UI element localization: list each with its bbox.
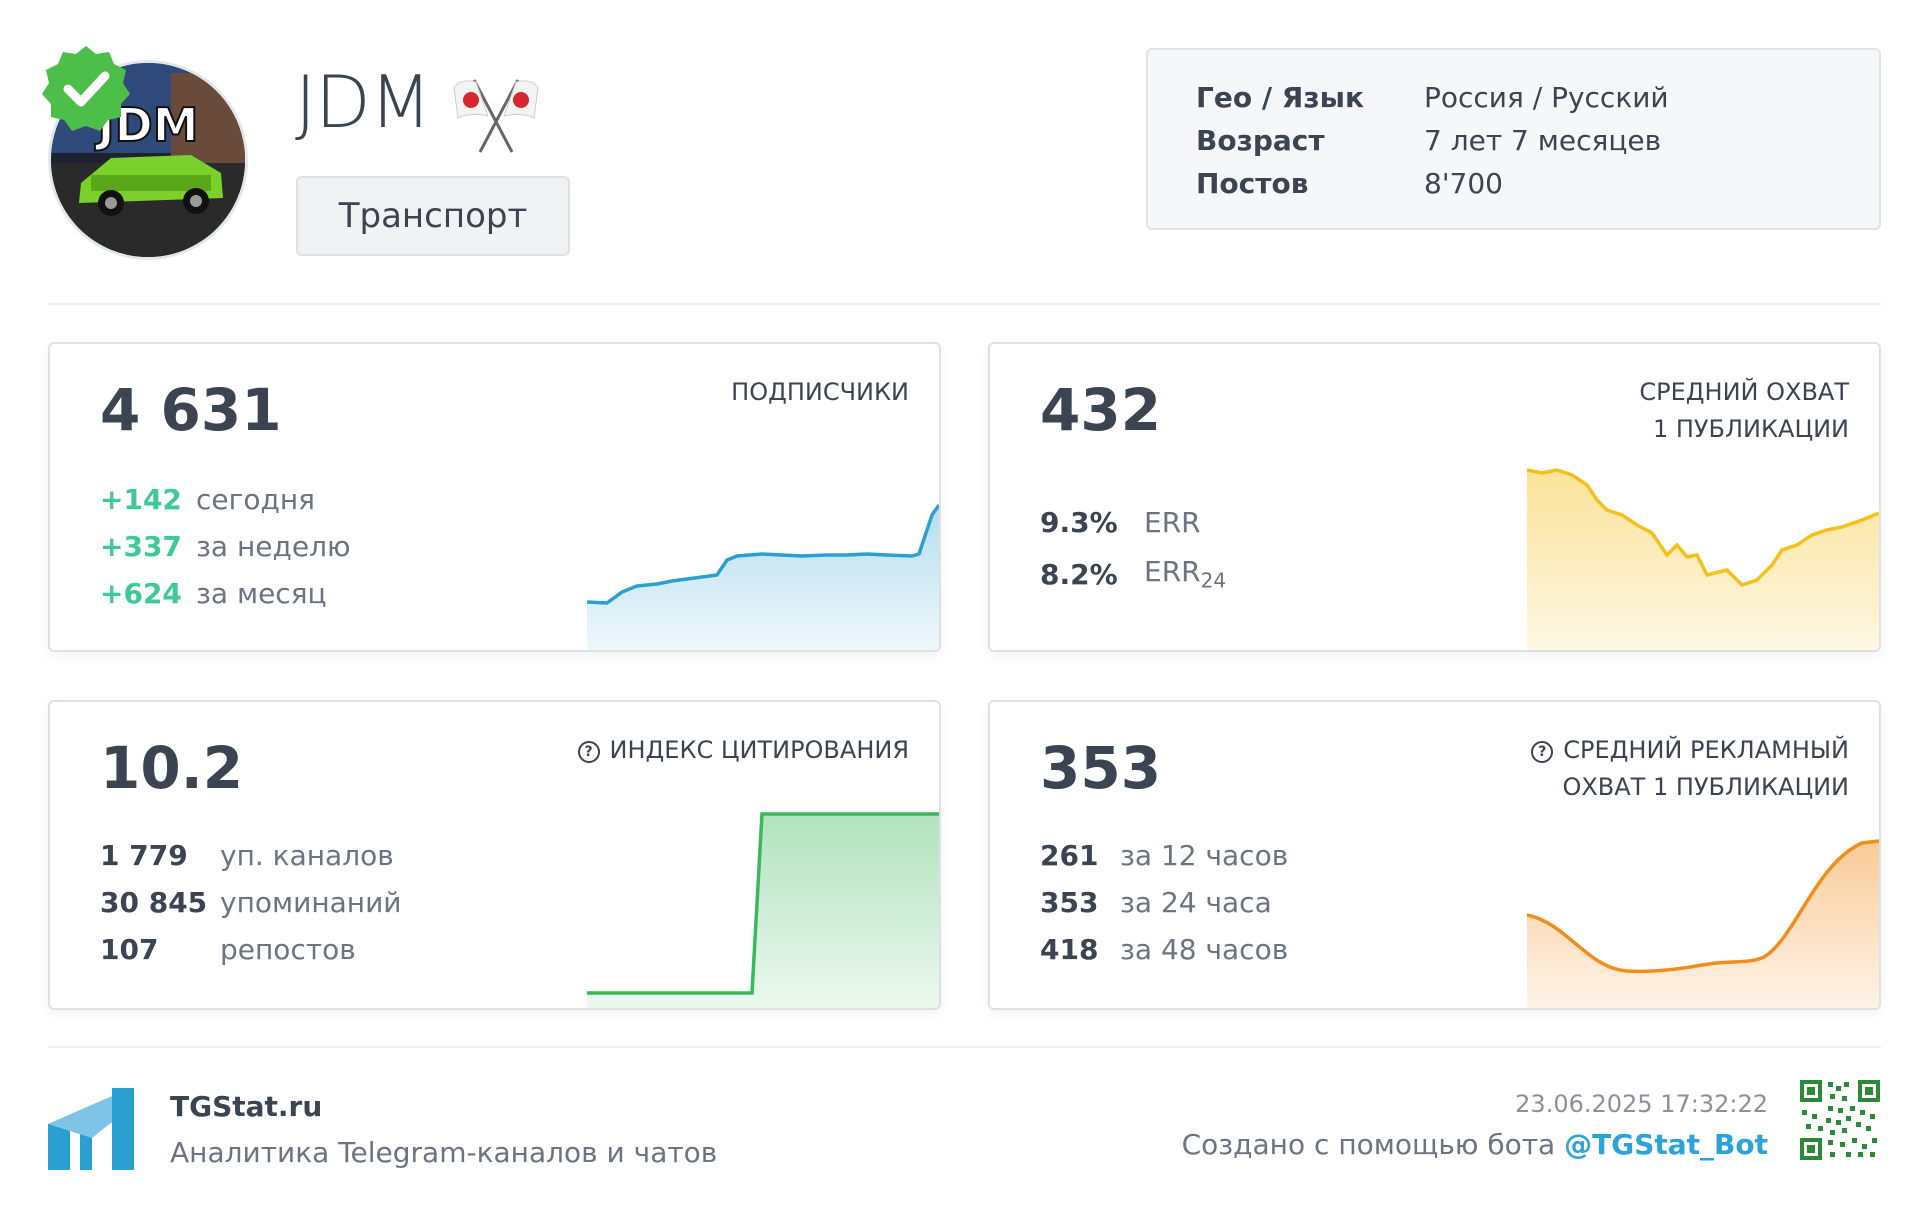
- avg-reach-sparkline: [1527, 468, 1879, 650]
- stat-value: 261: [1040, 839, 1099, 872]
- stat-desc: за неделю: [196, 530, 351, 563]
- info-key: Гео / Язык: [1196, 81, 1364, 114]
- avg-reach-value: 432: [1040, 376, 1162, 444]
- divider: [48, 1046, 1881, 1048]
- label-text: СРЕДНИЙ РЕКЛАМНЫЙ: [1563, 736, 1849, 764]
- stat-desc: упоминаний: [220, 886, 402, 919]
- label-text: ИНДЕКС ЦИТИРОВАНИЯ: [609, 736, 909, 764]
- citation-index-value: 10.2: [100, 734, 244, 802]
- stat-row: 9.3% ERR: [1040, 496, 1226, 548]
- citation-index-card[interactable]: 10.2 ? ИНДЕКС ЦИТИРОВАНИЯ 1 779 уп. канал…: [48, 700, 941, 1010]
- label-line: ? СРЕДНИЙ РЕКЛАМНЫЙ: [1531, 732, 1849, 769]
- stat-value: +142: [100, 483, 182, 516]
- subscribers-label: ПОДПИСЧИКИ: [731, 378, 909, 406]
- brand-name[interactable]: TGStat.ru: [170, 1090, 323, 1123]
- channel-title: JDM: [295, 60, 432, 144]
- stat-row: 1 779 уп. каналов: [100, 832, 402, 879]
- channel-info-box: Гео / Язык Россия / Русский Возраст 7 ле…: [1146, 48, 1881, 230]
- category-badge[interactable]: Транспорт: [296, 176, 570, 256]
- question-circle-icon[interactable]: ?: [1531, 741, 1554, 763]
- stat-row: 418 за 48 часов: [1040, 926, 1288, 973]
- info-value: Россия / Русский: [1424, 81, 1669, 114]
- avg-reach-label: СРЕДНИЙ ОХВАТ 1 ПУБЛИКАЦИИ: [1639, 374, 1849, 448]
- question-circle-icon[interactable]: ?: [577, 741, 600, 763]
- avg-reach-card[interactable]: 432 СРЕДНИЙ ОХВАТ 1 ПУБЛИКАЦИИ 9.3% ERR …: [988, 342, 1881, 652]
- brand-tagline: Аналитика Telegram-каналов и чатов: [170, 1136, 718, 1169]
- stat-desc: за месяц: [196, 577, 327, 610]
- stat-value: 8.2%: [1040, 557, 1118, 591]
- info-value: 8'700: [1424, 167, 1503, 200]
- created-prefix: Создано с помощью бота: [1181, 1128, 1565, 1161]
- stat-row: 261 за 12 часов: [1040, 832, 1288, 879]
- stat-value: 418: [1040, 933, 1099, 966]
- info-row-age: Возраст 7 лет 7 месяцев: [1196, 119, 1879, 162]
- stat-desc: репостов: [220, 933, 356, 966]
- info-row-geo: Гео / Язык Россия / Русский: [1196, 76, 1879, 119]
- citation-index-chart: [587, 812, 939, 1008]
- info-key: Возраст: [1196, 124, 1325, 157]
- stat-desc: за 12 часов: [1120, 839, 1289, 872]
- subscribers-sparkline: [587, 503, 939, 650]
- stat-desc: за 24 часа: [1120, 886, 1272, 919]
- stat-value: 30 845: [100, 886, 208, 919]
- stat-value: +624: [100, 577, 182, 610]
- stat-desc: сегодня: [196, 483, 315, 516]
- divider: [48, 303, 1881, 305]
- stat-value: 9.3%: [1040, 505, 1118, 539]
- subscribers-count: 4 631: [100, 376, 282, 444]
- qr-code-icon: [1800, 1080, 1880, 1160]
- avg-ad-reach-card[interactable]: 353 ? СРЕДНИЙ РЕКЛАМНЫЙ ОХВАТ 1 ПУБЛИКАЦИ…: [988, 700, 1881, 1010]
- created-by: Создано с помощью бота @TGStat_Bot: [1182, 1128, 1768, 1161]
- bot-link[interactable]: @TGStat_Bot: [1564, 1128, 1768, 1161]
- subscribers-card[interactable]: 4 631 ПОДПИСЧИКИ +142 сегодня +337 за не…: [48, 342, 941, 652]
- avg-ad-reach-label[interactable]: ? СРЕДНИЙ РЕКЛАМНЫЙ ОХВАТ 1 ПУБЛИКАЦИИ: [1531, 732, 1849, 806]
- err-text: ERR: [1144, 555, 1201, 589]
- verified-badge-icon: [42, 46, 130, 131]
- stat-desc: за 48 часов: [1120, 933, 1289, 966]
- avg-ad-reach-sparkline: [1527, 839, 1879, 1008]
- label-line: 1 ПУБЛИКАЦИИ: [1652, 415, 1849, 443]
- stat-row: +337 за неделю: [100, 523, 351, 570]
- label-line: СРЕДНИЙ ОХВАТ: [1639, 378, 1849, 406]
- info-value: 7 лет 7 месяцев: [1424, 124, 1662, 157]
- avg-ad-reach-value: 353: [1040, 734, 1162, 802]
- stat-row: +624 за месяц: [100, 570, 351, 617]
- stat-value: +337: [100, 530, 182, 563]
- stat-value: 353: [1040, 886, 1099, 919]
- stat-row: 107 репостов: [100, 926, 402, 973]
- info-key: Постов: [1196, 167, 1309, 200]
- stat-row: 30 845 упоминаний: [100, 879, 402, 926]
- tgstat-logo-icon[interactable]: [48, 1088, 134, 1170]
- stat-desc: ERR: [1144, 505, 1201, 539]
- citation-index-label[interactable]: ? ИНДЕКС ЦИТИРОВАНИЯ: [577, 732, 909, 769]
- info-row-posts: Постов 8'700: [1196, 162, 1879, 205]
- stat-value: 1 779: [100, 839, 188, 872]
- stat-row: +142 сегодня: [100, 476, 351, 523]
- label-line: ОХВАТ 1 ПУБЛИКАЦИИ: [1562, 773, 1849, 801]
- stat-row: 353 за 24 часа: [1040, 879, 1288, 926]
- stat-row: 8.2% ERR24: [1040, 548, 1226, 600]
- stat-value: 107: [100, 933, 159, 966]
- stat-desc: уп. каналов: [220, 839, 394, 872]
- stat-desc: ERR24: [1144, 555, 1226, 593]
- crossed-japan-flags-icon: [453, 79, 539, 153]
- report-timestamp: 23.06.2025 17:32:22: [1515, 1090, 1768, 1118]
- err-subscript: 24: [1200, 568, 1227, 593]
